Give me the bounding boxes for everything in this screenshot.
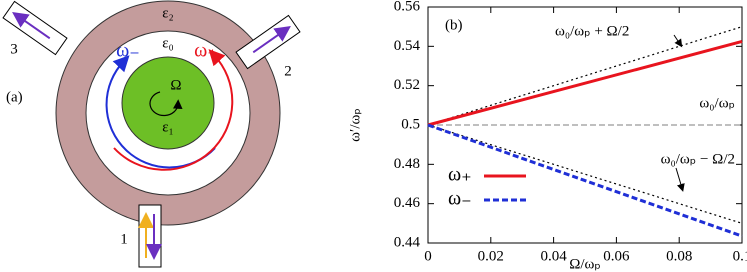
series-line xyxy=(427,123,743,238)
annotation: ω₀/ωₚ − Ω/2 xyxy=(661,151,735,167)
rotation-arrow xyxy=(149,91,183,117)
waveguide xyxy=(138,204,162,268)
medium-label: ε₁ xyxy=(162,119,174,135)
reference-line xyxy=(427,26,743,126)
annotation-arrow xyxy=(673,34,683,48)
port-label: 1 xyxy=(120,231,128,247)
rotation-label: Ω xyxy=(170,77,181,93)
port-label: 2 xyxy=(284,63,292,79)
mode-plus-arrow xyxy=(113,49,234,171)
y-tick-label: 0.46 xyxy=(394,195,421,211)
port-arrow xyxy=(12,11,51,40)
annotation: ω₀/ωₚ + Ω/2 xyxy=(555,23,629,39)
port xyxy=(235,14,301,70)
chart: 0 0.02 0.04 0.06 0.08 0.1 0.44 0.46 0.48 0.5 0.52 0… xyxy=(347,0,747,272)
medium-label: ε₀ xyxy=(162,35,174,51)
annotation: ω₀/ωₚ xyxy=(699,95,735,111)
y-tick-label: 0.5 xyxy=(401,116,420,132)
ring-edge xyxy=(85,30,251,196)
x-axis-label: Ω/ωₚ xyxy=(569,256,601,272)
port-arrow xyxy=(252,25,291,54)
x-tick-label: 0.04 xyxy=(540,248,567,264)
diagram: (a) ε₂ ε₀ ε₁ Ω ω₋ ω₊ 1 2 3 xyxy=(2,0,301,268)
series-line xyxy=(427,39,743,127)
port-label: 3 xyxy=(10,41,18,57)
x-tick-label: 0 xyxy=(424,248,432,264)
ring-edge xyxy=(55,0,281,226)
panel-label: (b) xyxy=(445,17,463,33)
y-tick-label: 0.44 xyxy=(394,234,421,250)
x-tick-label: 0.08 xyxy=(666,248,692,264)
mode-label: ω₊ xyxy=(194,40,218,62)
legend-label: ω₊ xyxy=(448,164,472,186)
medium-label: ε₂ xyxy=(162,5,174,21)
y-tick-label: 0.52 xyxy=(394,77,420,93)
x-tick-label: 0.1 xyxy=(733,248,747,264)
x-tick-label: 0.02 xyxy=(478,248,504,264)
y-tick-label: 0.56 xyxy=(394,0,421,14)
annotation-arrow xyxy=(675,167,685,192)
port xyxy=(138,204,162,268)
outer-ring xyxy=(56,1,280,225)
y-tick-label: 0.54 xyxy=(394,38,421,54)
y-tick-label: 0.48 xyxy=(394,156,420,172)
rotating-disc xyxy=(121,56,215,150)
mode-label: ω₋ xyxy=(116,40,140,62)
reference-line xyxy=(427,124,743,224)
panel-label: (a) xyxy=(6,89,23,105)
port xyxy=(2,0,68,56)
y-axis-label: ω′/ωₚ xyxy=(347,108,363,142)
legend-label: ω₋ xyxy=(448,188,472,210)
x-tick-label: 0.06 xyxy=(603,248,630,264)
